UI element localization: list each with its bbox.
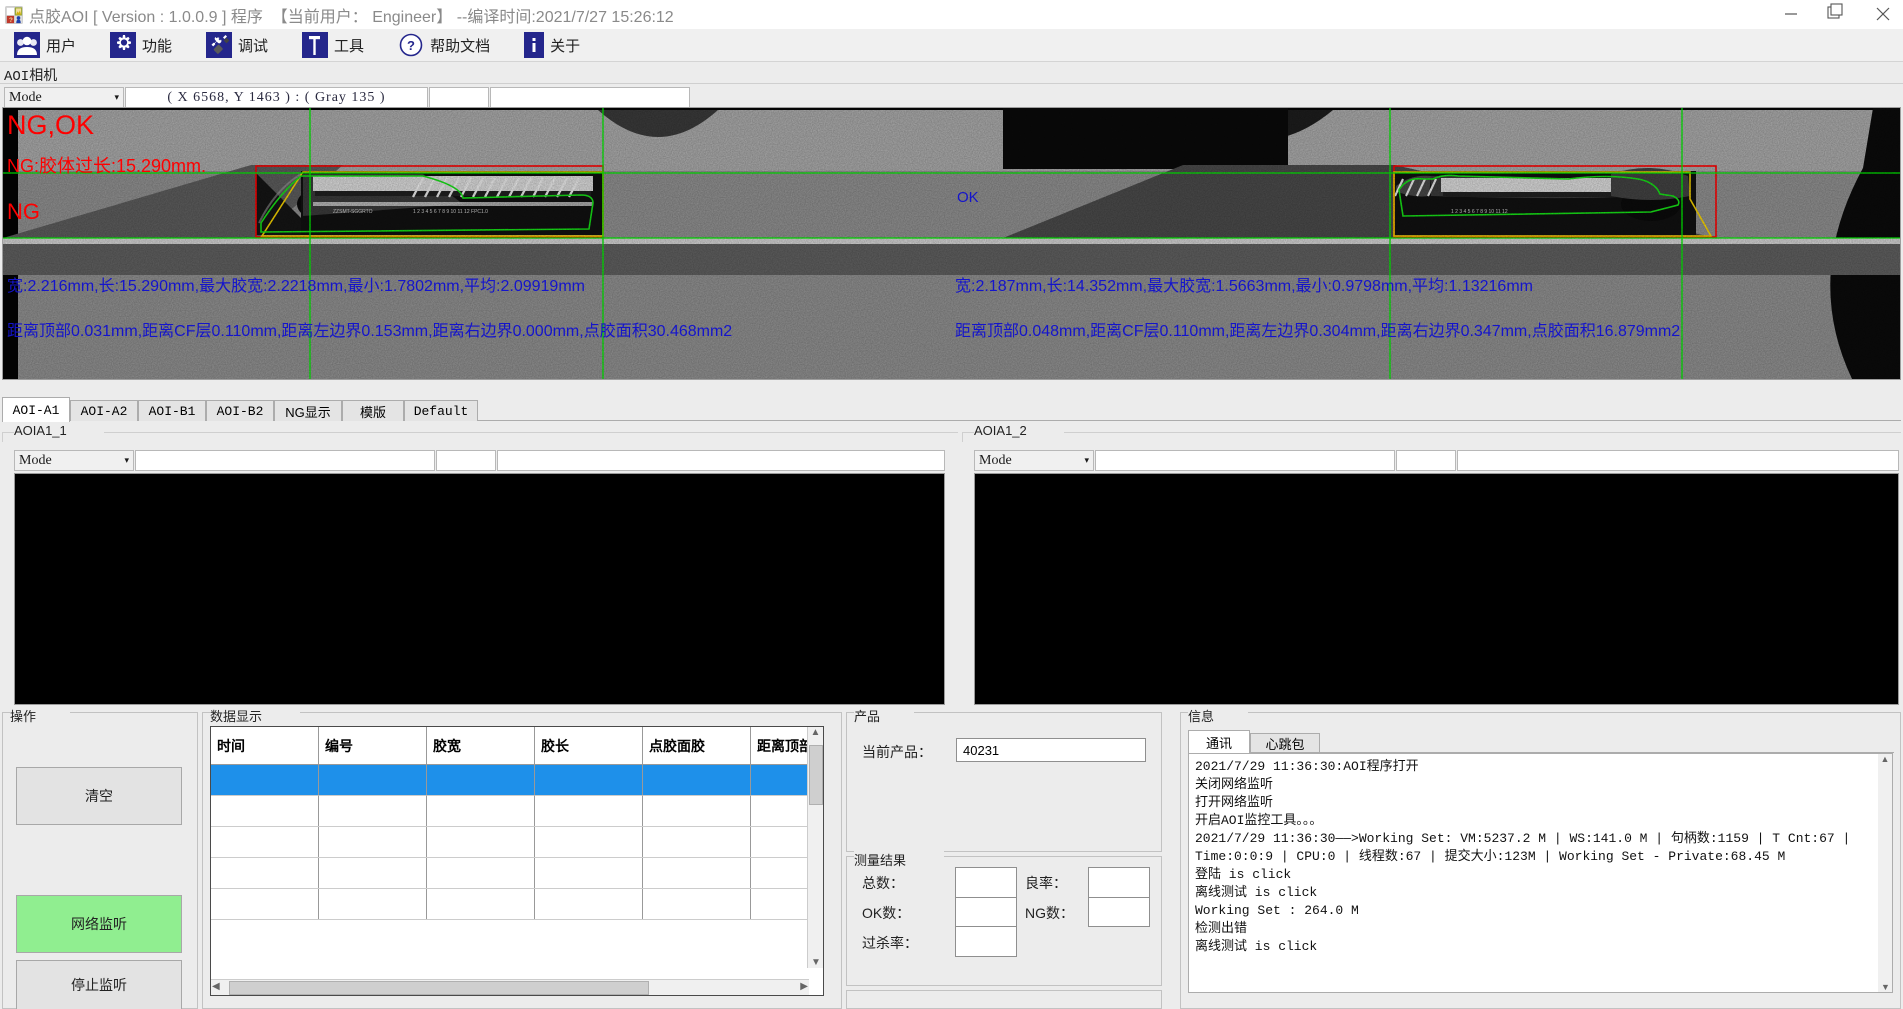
svg-text:距离顶部0.048mm,距离CF层0.110mm,距离左边界: 距离顶部0.048mm,距离CF层0.110mm,距离左边界0.304mm,距离… bbox=[955, 322, 1680, 340]
svg-text:NG:胶体过长:15.290mm.: NG:胶体过长:15.290mm. bbox=[7, 156, 206, 176]
svg-text:NG,OK: NG,OK bbox=[7, 110, 94, 140]
svg-text:?: ? bbox=[9, 17, 13, 24]
svg-text:宽:2.187mm,长:14.352mm,最大胶宽:1.56: 宽:2.187mm,长:14.352mm,最大胶宽:1.5663mm,最小:0.… bbox=[955, 277, 1533, 295]
svg-text:?: ? bbox=[407, 38, 415, 53]
svg-text:距离顶部0.031mm,距离CF层0.110mm,距离左边界: 距离顶部0.031mm,距离CF层0.110mm,距离左边界0.153mm,距离… bbox=[7, 322, 732, 340]
svg-text:宽:2.216mm,长:15.290mm,最大胶宽:2.22: 宽:2.216mm,长:15.290mm,最大胶宽:2.2218mm,最小:1.… bbox=[7, 277, 585, 295]
svg-text:NG: NG bbox=[7, 199, 40, 224]
svg-text:OK: OK bbox=[957, 189, 979, 206]
